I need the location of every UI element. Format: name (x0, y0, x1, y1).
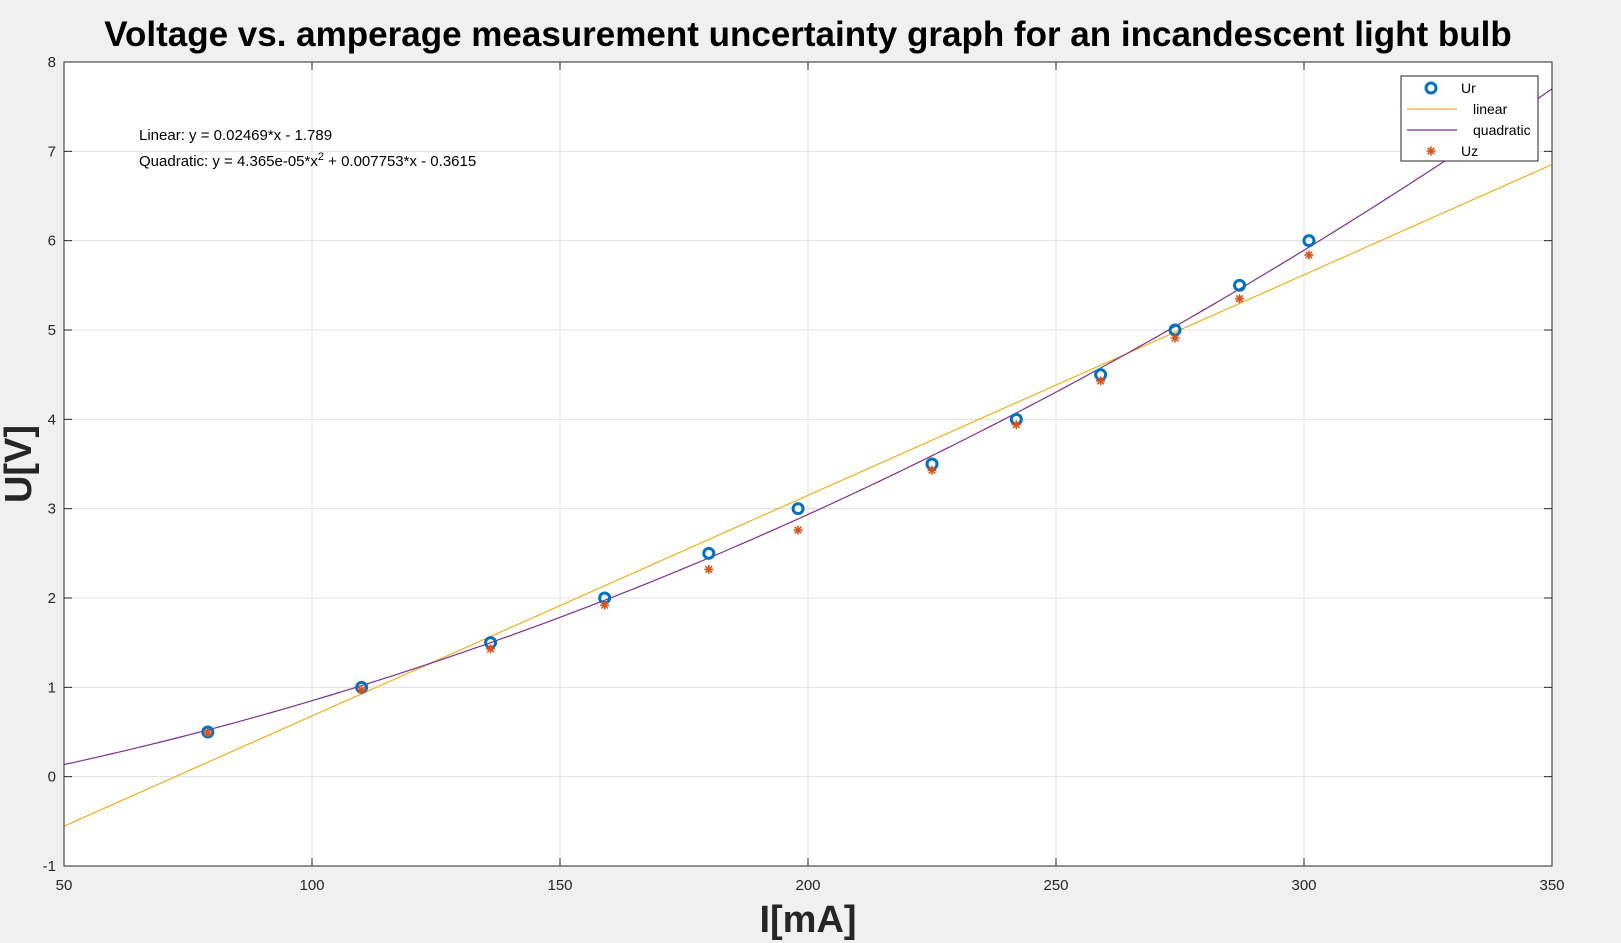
series-line-linear (63, 163, 1553, 827)
x-tick-label: 100 (299, 877, 324, 894)
x-tick-label: 350 (1539, 877, 1564, 894)
series-layer (63, 88, 1553, 827)
y-tick-label: 4 (48, 411, 56, 428)
quadratic-equation-part2: + 0.007753*x - 0.3615 (324, 153, 476, 170)
legend-marker-Ur (1424, 81, 1438, 95)
y-tick-label: 5 (48, 322, 56, 339)
x-tick-label: 200 (795, 877, 820, 894)
data-point-Uz (793, 525, 803, 535)
y-tick-label: 8 (48, 54, 56, 71)
quadratic-equation: Quadratic: y = 4.365e-05*x2 + 0.007753*x… (139, 151, 476, 170)
y-tick-label: -1 (43, 858, 56, 875)
chart-title: Voltage vs. amperage measurement uncerta… (104, 15, 1511, 54)
data-point-Ur (702, 546, 716, 560)
legend-label-quadratic: quadratic (1473, 122, 1531, 138)
legend-marker-Uz (1426, 146, 1436, 156)
x-tick-label: 50 (56, 877, 73, 894)
x-tick-label: 150 (547, 877, 572, 894)
data-point-Uz (1304, 250, 1314, 260)
y-axis-label: U[V] (0, 425, 40, 503)
data-point-Uz (1096, 376, 1106, 386)
data-point-Ur (1302, 234, 1316, 248)
legend-box (1400, 75, 1539, 162)
y-tick-label: 2 (48, 590, 56, 607)
y-tick-label: 6 (48, 233, 56, 250)
y-tick-label: 3 (48, 501, 56, 518)
grid (64, 62, 1552, 866)
y-tick-label: 7 (48, 143, 56, 160)
data-point-Uz (357, 685, 367, 695)
data-point-Ur (791, 502, 805, 516)
quadratic-equation-exponent: 2 (318, 151, 324, 163)
data-point-Ur (1233, 278, 1247, 292)
data-point-Uz (704, 564, 714, 574)
y-tick-label: 1 (48, 679, 56, 696)
x-tick-label: 300 (1291, 877, 1316, 894)
data-point-Uz (1170, 333, 1180, 343)
x-axis-label: I[mA] (759, 899, 856, 941)
legend-label-Uz: Uz (1461, 143, 1478, 159)
data-point-Uz (1011, 420, 1021, 430)
data-point-Uz (486, 644, 496, 654)
series-line-quadratic (63, 88, 1553, 766)
data-point-Uz (203, 728, 213, 738)
legend: Ur linear quadratic Uz (1400, 75, 1539, 162)
data-point-Uz (1235, 294, 1245, 304)
x-tick-label: 250 (1043, 877, 1068, 894)
linear-equation: Linear: y = 0.02469*x - 1.789 (139, 127, 332, 144)
data-point-Uz (927, 465, 937, 475)
data-point-Uz (600, 600, 610, 610)
legend-label-linear: linear (1473, 101, 1508, 117)
quadratic-equation-part1: Quadratic: y = 4.365e-05*x (139, 153, 318, 170)
ticks: 50 100 150 200 250 300 350 -1 0 1 2 3 4 5 6 7 8 (43, 54, 1565, 894)
legend-label-Ur: Ur (1461, 80, 1476, 96)
y-tick-label: 0 (48, 769, 56, 786)
